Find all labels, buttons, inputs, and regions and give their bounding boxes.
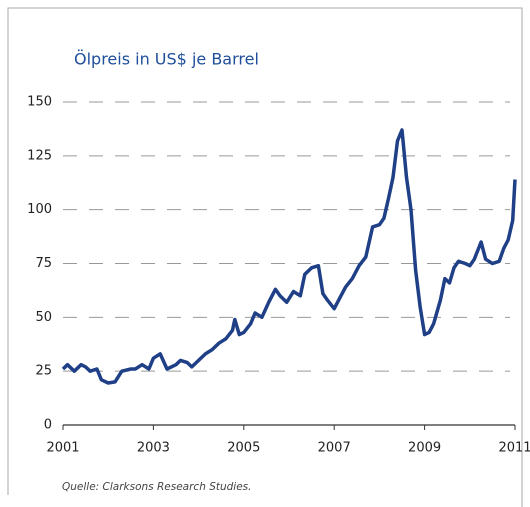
y-tick-label: 50 — [35, 310, 52, 325]
frame — [7, 7, 523, 507]
data-line — [61, 128, 517, 385]
chart-title: Ölpreis in US$ je Barrel — [74, 50, 259, 69]
source-note: Quelle: Clarksons Research Studies. — [62, 481, 251, 493]
x-tick-label: 2003 — [137, 441, 170, 456]
y-tick-label: 0 — [44, 418, 52, 433]
x-tick-label: 2011 — [498, 441, 530, 456]
y-tick-label: 25 — [35, 364, 52, 379]
y-tick-label: 125 — [27, 148, 52, 163]
y-tick-label: 150 — [27, 95, 52, 110]
x-tick-label: 2009 — [408, 441, 441, 456]
x-tick-label: 2001 — [46, 441, 79, 456]
x-tick-label: 2007 — [318, 441, 351, 456]
y-tick-label: 75 — [35, 256, 52, 271]
y-tick-label: 100 — [27, 202, 52, 217]
x-tick-label: 2005 — [227, 441, 260, 456]
